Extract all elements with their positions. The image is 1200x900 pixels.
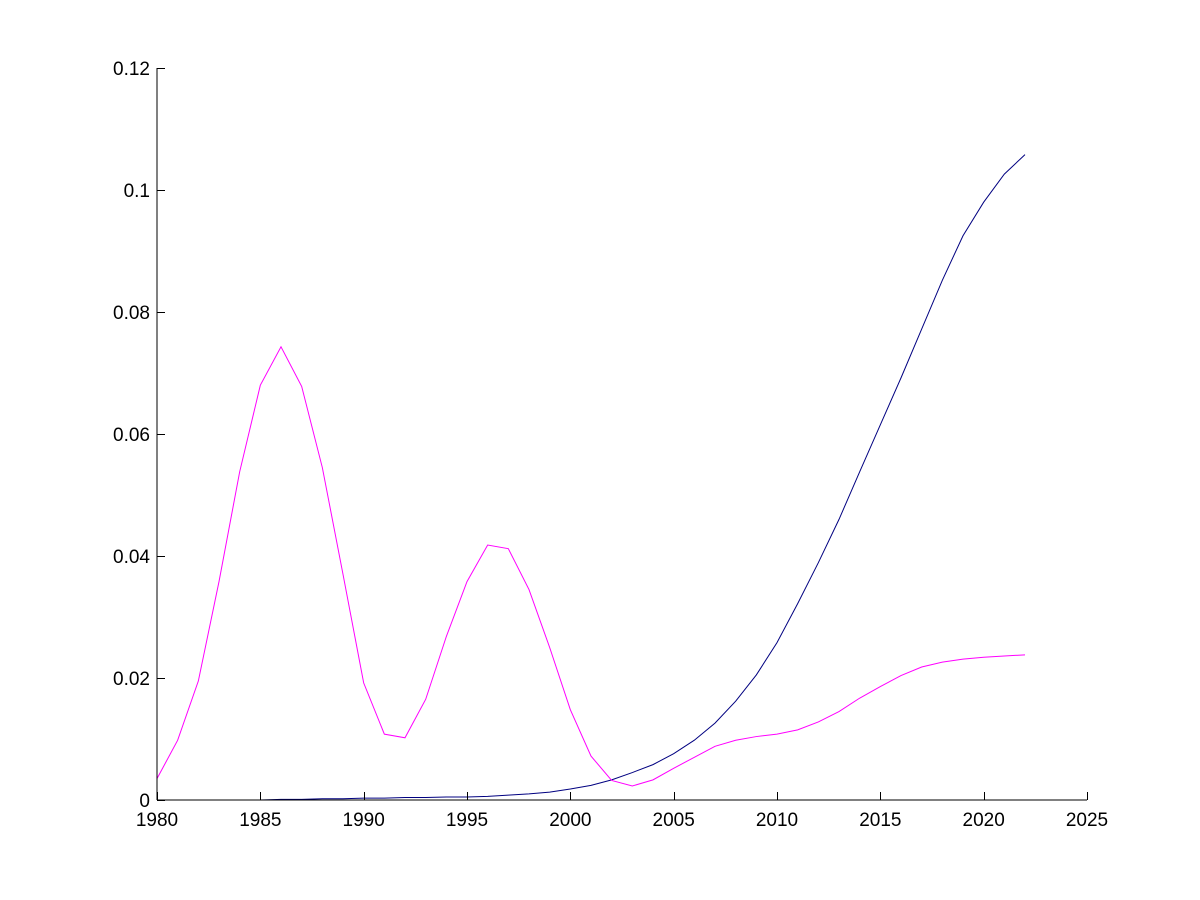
x-tick-label: 2020	[963, 810, 1005, 831]
x-tick-label: 1985	[239, 810, 281, 831]
x-tick-label: 2005	[653, 810, 695, 831]
y-tick-label: 0	[139, 791, 150, 812]
series-line-1	[157, 154, 1026, 801]
series-layer	[156, 154, 1026, 801]
x-tick-label: 2025	[1066, 810, 1108, 831]
x-tick-label: 1980	[136, 810, 178, 831]
x-tick-label: 2000	[549, 810, 591, 831]
y-tick-label: 0.12	[113, 59, 150, 80]
y-tick-label: 0.04	[113, 547, 150, 568]
x-tick-label: 2010	[756, 810, 798, 831]
x-tick-label: 1990	[343, 810, 385, 831]
x-tick-label: 2015	[859, 810, 901, 831]
x-tick-label: 1995	[446, 810, 488, 831]
y-tick-label: 0.06	[113, 425, 150, 446]
y-tick-label: 0.08	[113, 303, 150, 324]
y-tick-label: 0.1	[124, 181, 150, 202]
axes-layer: 1980 1985 1990 1995 2000 2005 2010 2015 2020 2025…	[113, 59, 1108, 831]
y-tick-label: 0.02	[113, 669, 150, 690]
series-line-2	[156, 345, 1026, 787]
